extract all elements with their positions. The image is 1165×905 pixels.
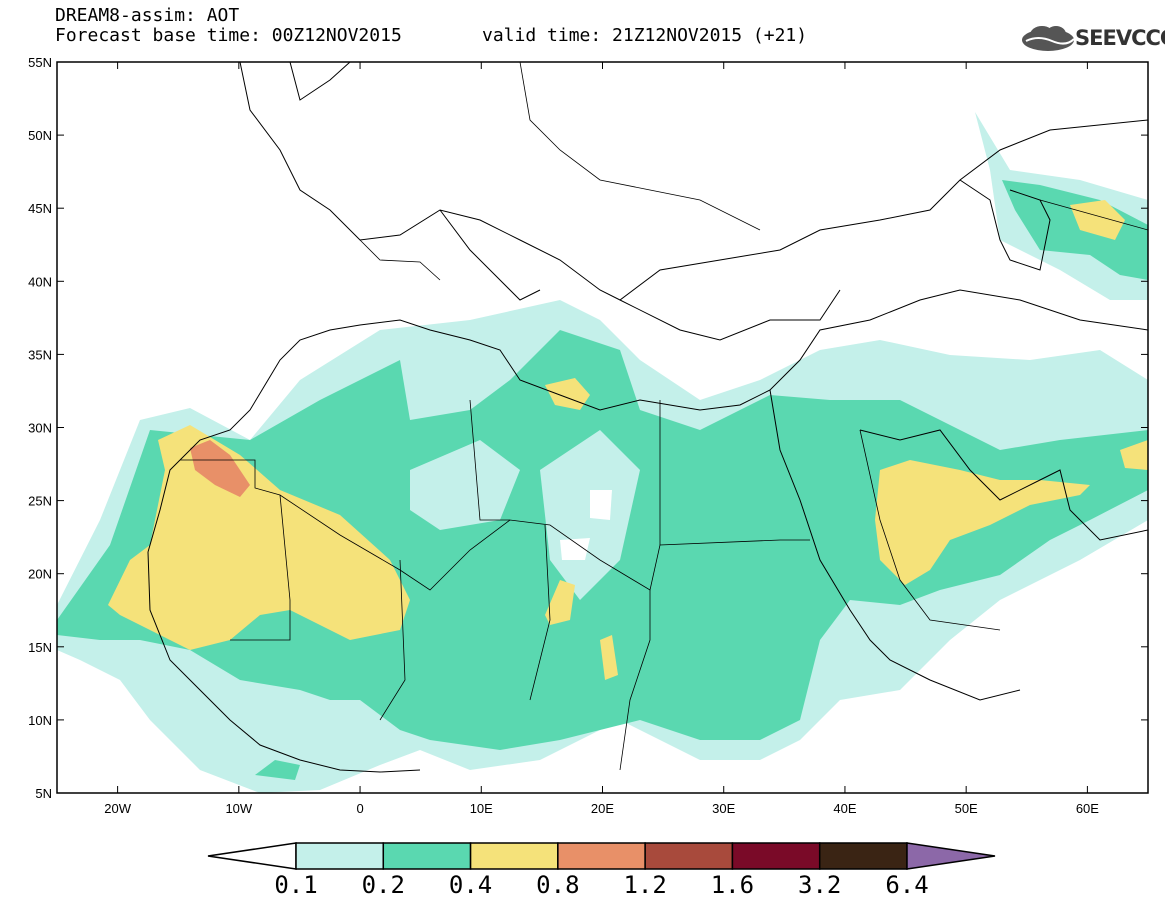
lat-label: 5N — [35, 786, 52, 801]
lon-label: 20E — [591, 801, 614, 816]
aot-band-0.4 — [545, 580, 575, 625]
colorbar-label: 0.4 — [449, 871, 492, 899]
aot-band-0.4 — [108, 425, 410, 650]
colorbar-label: 1.6 — [711, 871, 754, 899]
colorbar-swatch — [469, 842, 559, 870]
colorbar-labels: 0.1 0.2 0.4 0.8 1.2 1.6 3.2 6.4 — [274, 871, 928, 899]
lon-label: 40E — [833, 801, 856, 816]
colorbar-swatch — [382, 842, 472, 870]
lat-label: 40N — [28, 274, 52, 289]
colorbar-high-extend — [906, 842, 996, 870]
lat-label: 25N — [28, 494, 52, 509]
lat-label: 55N — [28, 55, 52, 70]
lat-label: 50N — [28, 128, 52, 143]
aot-hole — [560, 538, 590, 560]
aot-band-0.4 — [875, 460, 1090, 585]
lat-label: 35N — [28, 347, 52, 362]
colorbar-label: 0.8 — [536, 871, 579, 899]
logo-text: SEEVCCC — [1075, 26, 1165, 50]
aot-band-0.4 — [600, 635, 618, 680]
colorbar-swatch — [644, 842, 734, 870]
lat-label: 45N — [28, 201, 52, 216]
lat-label: 15N — [28, 640, 52, 655]
colorbar-low-extend — [207, 842, 297, 870]
title-line-3: valid time: 21Z12NOV2015 (+21) — [482, 25, 808, 46]
lat-label: 10N — [28, 713, 52, 728]
colorbar-swatch — [731, 842, 821, 870]
lat-label: 30N — [28, 421, 52, 436]
lon-label: 30E — [712, 801, 735, 816]
colorbar-swatch — [295, 842, 385, 870]
latitude-axis: 55N 50N 45N 40N 35N 30N 25N 20N 15N 10N 5N — [28, 55, 1148, 801]
colorbar-label: 1.2 — [623, 871, 666, 899]
seevccc-logo — [1022, 26, 1075, 51]
colorbar — [207, 842, 996, 870]
colorbar-swatch — [818, 842, 908, 870]
aot-band-0.8 — [190, 440, 250, 497]
aot-band-0.4 — [1070, 200, 1125, 240]
colorbar-label: 0.1 — [274, 871, 317, 899]
lon-label: 10E — [470, 801, 493, 816]
lon-label: 50E — [955, 801, 978, 816]
aot-hole — [590, 490, 612, 520]
colorbar-label: 6.4 — [885, 871, 928, 899]
coastlines — [147, 62, 1148, 773]
aot-field — [57, 62, 1148, 793]
colorbar-label: 0.2 — [362, 871, 405, 899]
title-line-2: Forecast base time: 00Z12NOV2015 — [55, 25, 402, 46]
longitude-axis: 20W 10W 0 10E 20E 30E 40E 50E 60E — [104, 62, 1099, 816]
aot-hole — [410, 440, 520, 530]
title-line-1: DREAM8-assim: AOT — [55, 5, 240, 26]
lon-label: 0 — [356, 801, 363, 816]
lon-label: 60E — [1076, 801, 1099, 816]
aot-band-0.2 — [255, 760, 300, 780]
aot-band-0.4 — [1120, 440, 1148, 470]
lon-label: 20W — [104, 801, 131, 816]
lon-label: 10W — [225, 801, 252, 816]
lat-label: 20N — [28, 567, 52, 582]
colorbar-label: 3.2 — [798, 871, 841, 899]
colorbar-swatch — [557, 842, 646, 870]
borders — [180, 62, 1148, 771]
aot-band-0.2 — [1002, 180, 1148, 280]
cloud-icon — [1022, 26, 1075, 51]
